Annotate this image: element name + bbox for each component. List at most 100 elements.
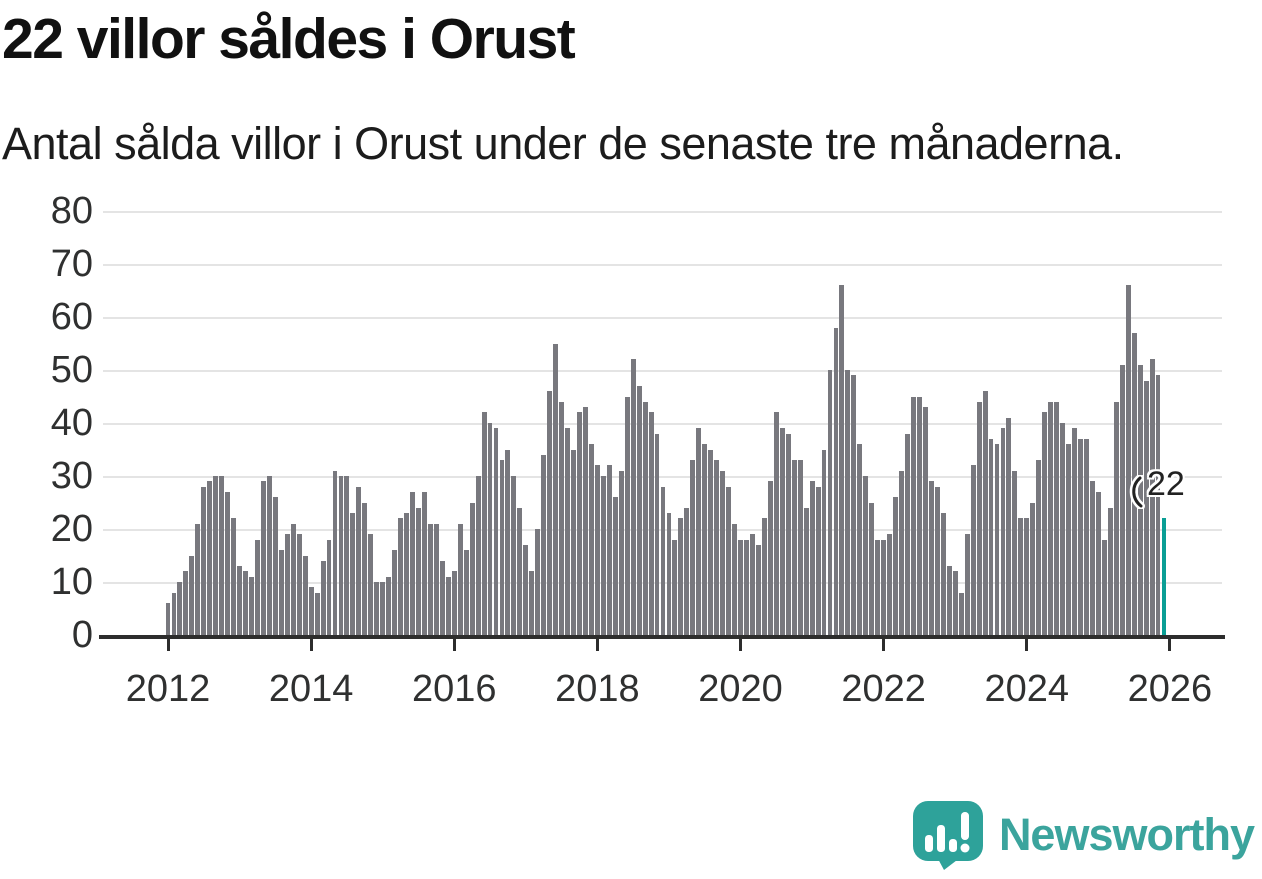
chart-bar <box>1149 359 1155 635</box>
chart-bar <box>982 391 988 635</box>
chart-bar <box>940 513 946 635</box>
chart-bar <box>1036 460 1042 635</box>
chart-bar <box>344 476 350 635</box>
x-axis-label-2012: 2012 <box>125 668 211 710</box>
chart-bar <box>577 412 582 635</box>
chart-bar <box>1000 428 1006 635</box>
y-axis-label-40: 40 <box>50 402 93 444</box>
x-axis-tick-2026 <box>1168 639 1172 651</box>
chart-subtitle: Antal sålda villor i Orust under de sena… <box>2 118 1124 169</box>
chart-bar <box>702 444 708 635</box>
chart-bar <box>648 412 654 635</box>
chart-bar <box>290 523 296 635</box>
chart-bar <box>308 587 314 635</box>
chart-bar <box>189 555 195 635</box>
chart-bar <box>350 513 356 635</box>
chart-bar <box>696 428 702 635</box>
chart-bar <box>535 529 541 635</box>
chart-bar <box>1113 401 1119 635</box>
chart-bar <box>761 518 767 635</box>
chart-bar <box>1012 470 1018 635</box>
chart-bar <box>422 491 427 635</box>
chart-bar <box>946 566 952 635</box>
y-axis-label-50: 50 <box>50 349 93 391</box>
x-axis-label-2016: 2016 <box>411 668 497 710</box>
y-axis-label-30: 30 <box>50 455 93 497</box>
chart-bar <box>1089 481 1095 635</box>
chart-bar <box>237 566 242 635</box>
chart-bar <box>433 523 439 635</box>
chart-bar <box>416 507 421 635</box>
chart-bar <box>666 513 672 635</box>
chart-bar <box>481 412 487 635</box>
chart-bar <box>1084 438 1089 635</box>
chart-bar <box>499 460 505 635</box>
chart-bar <box>690 460 696 635</box>
chart-bar <box>678 518 684 635</box>
chart-bar <box>988 438 994 635</box>
chart-bar <box>654 433 660 635</box>
chart-bar <box>260 481 266 635</box>
chart-bar <box>219 476 225 635</box>
x-axis-label-2026: 2026 <box>1127 668 1213 710</box>
y-axis-label-0: 0 <box>71 614 93 656</box>
x-axis-label-2020: 2020 <box>698 668 783 710</box>
chart-bar <box>225 491 231 635</box>
chart-bar <box>1024 518 1030 635</box>
chart-bar <box>493 428 499 635</box>
chart-bar <box>672 539 678 635</box>
chart-bar <box>362 502 368 635</box>
chart-bar <box>1018 518 1024 635</box>
chart-bar <box>451 571 457 635</box>
chart-bar <box>1119 364 1125 635</box>
highlight-value-label: 22 <box>1146 465 1185 504</box>
annotation-pointer-arc <box>1129 475 1145 510</box>
chart-bar <box>1155 375 1161 635</box>
chart-bar <box>171 592 177 635</box>
chart-bar <box>1101 539 1107 635</box>
page-title: 22 villor såldes i Orust <box>2 7 576 71</box>
chart-bar <box>165 603 171 635</box>
chart-bar <box>594 465 600 635</box>
chart-bar <box>588 444 594 635</box>
chart-bar <box>970 465 976 635</box>
x-axis-tick-2022 <box>882 639 886 651</box>
chart-bar <box>380 582 386 635</box>
chart-bar <box>266 476 272 635</box>
chart-bar <box>934 486 940 635</box>
chart-bar <box>517 507 523 635</box>
chart-bar <box>439 560 445 635</box>
chart-bar <box>469 502 475 635</box>
x-axis-label-2022: 2022 <box>841 668 926 710</box>
x-axis-label-2018: 2018 <box>555 668 640 710</box>
chart-bar <box>600 476 606 635</box>
gridline-y-30 <box>103 476 1222 478</box>
chart-bar <box>803 507 809 635</box>
chart-bar <box>767 481 773 635</box>
chart-bar <box>964 534 970 635</box>
chart-bar <box>952 571 958 635</box>
chart-bar <box>827 370 833 635</box>
chart-bar <box>1006 417 1012 635</box>
chart-bar <box>559 401 565 635</box>
chart-bar <box>475 476 481 635</box>
chart-bar <box>893 497 899 635</box>
x-axis-tick-2024 <box>1025 639 1029 651</box>
chart-bar <box>463 550 469 635</box>
chart-bar <box>565 428 571 635</box>
chart-bar <box>284 534 290 635</box>
gridline-y-70 <box>103 264 1222 266</box>
chart-bar <box>231 518 237 635</box>
chart-bar <box>374 582 380 635</box>
chart-bar <box>356 486 362 635</box>
chart-bar <box>732 523 738 635</box>
chart-bar <box>887 534 893 635</box>
chart-bar <box>487 423 493 635</box>
x-axis-tick-2012 <box>166 639 170 651</box>
chart-bar <box>618 470 624 635</box>
y-axis-label-60: 60 <box>50 296 93 338</box>
chart-bar <box>583 407 588 635</box>
chart-bar <box>1048 401 1054 635</box>
chart-bar <box>410 491 415 635</box>
chart-bar <box>1066 444 1071 635</box>
